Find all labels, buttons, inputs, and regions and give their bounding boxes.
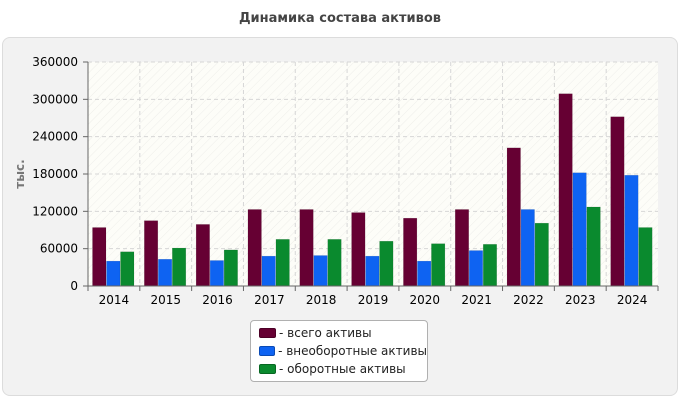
bar-current-2017 — [275, 239, 290, 287]
bar-total-2019 — [351, 212, 366, 287]
y-tick-label: 360000 — [32, 55, 78, 69]
bar-total-2018 — [299, 209, 314, 287]
x-tick-label: 2024 — [617, 293, 648, 307]
legend-item-current: - оборотные активы — [259, 360, 427, 378]
bar-noncurrent-2022 — [520, 209, 535, 287]
bar-noncurrent-2017 — [261, 255, 276, 287]
legend-swatch-current — [259, 364, 276, 374]
legend-swatch-noncurrent — [259, 346, 276, 356]
x-tick-label: 2022 — [513, 293, 544, 307]
bar-noncurrent-2015 — [158, 258, 173, 287]
bar-current-2022 — [534, 222, 549, 287]
bar-noncurrent-2019 — [365, 255, 380, 287]
x-tick-label: 2020 — [410, 293, 441, 307]
x-tick-label: 2017 — [254, 293, 285, 307]
y-tick-label: 240000 — [32, 130, 78, 144]
bar-total-2024 — [610, 116, 625, 287]
bar-current-2015 — [172, 247, 187, 287]
bar-noncurrent-2021 — [468, 250, 483, 287]
y-tick-labels: 0 60000 120000 180000 240000 300000 360000 — [32, 55, 78, 293]
y-tick-label: 0 — [70, 279, 78, 293]
bar-current-2019 — [379, 240, 394, 287]
bar-current-2020 — [431, 243, 446, 287]
bar-current-2023 — [586, 206, 601, 287]
legend-swatch-total — [259, 328, 276, 338]
bar-total-2014 — [92, 227, 107, 287]
legend-label-noncurrent: - внеоборотные активы — [278, 344, 427, 358]
bar-noncurrent-2023 — [572, 172, 587, 287]
bars — [92, 93, 653, 287]
y-tick-label: 300000 — [32, 92, 78, 106]
x-tick-label: 2015 — [150, 293, 181, 307]
bar-current-2016 — [223, 249, 238, 287]
bar-current-2018 — [327, 239, 342, 287]
bar-total-2021 — [454, 209, 469, 287]
bar-total-2017 — [247, 209, 262, 287]
x-tick-label: 2021 — [461, 293, 492, 307]
bar-noncurrent-2014 — [106, 260, 121, 287]
legend-item-total: - всего активы — [259, 324, 427, 342]
bar-current-2024 — [638, 227, 653, 287]
x-tick-label: 2016 — [202, 293, 233, 307]
bar-noncurrent-2016 — [209, 260, 224, 287]
bar-current-2014 — [120, 251, 135, 287]
legend-item-noncurrent: - внеоборотные активы — [259, 342, 427, 360]
y-tick-label: 180000 — [32, 167, 78, 181]
axes — [83, 61, 659, 291]
y-tick-label: 60000 — [40, 242, 78, 256]
bar-current-2021 — [482, 244, 497, 287]
bar-total-2023 — [558, 93, 573, 287]
legend-label-total: - всего активы — [279, 326, 372, 340]
bar-noncurrent-2020 — [417, 260, 432, 287]
bar-total-2020 — [403, 217, 418, 287]
x-tick-label: 2018 — [306, 293, 337, 307]
legend: - всего активы - внеоборотные активы - о… — [250, 320, 428, 382]
chart-title: Динамика состава активов — [238, 11, 442, 26]
x-tick-label: 2023 — [565, 293, 596, 307]
y-axis-label: тыс. — [13, 159, 27, 188]
bar-total-2015 — [144, 220, 159, 287]
bar-noncurrent-2024 — [624, 174, 639, 287]
bar-noncurrent-2018 — [313, 255, 328, 287]
x-tick-labels: 2014 2015 2016 2017 2018 2019 2020 2021 2022 2023… — [99, 293, 648, 307]
bar-total-2016 — [195, 224, 210, 287]
x-tick-label: 2014 — [99, 293, 130, 307]
bar-total-2022 — [506, 147, 521, 287]
legend-label-current: - оборотные активы — [279, 362, 406, 376]
x-tick-label: 2019 — [358, 293, 389, 307]
y-tick-label: 120000 — [32, 204, 78, 218]
